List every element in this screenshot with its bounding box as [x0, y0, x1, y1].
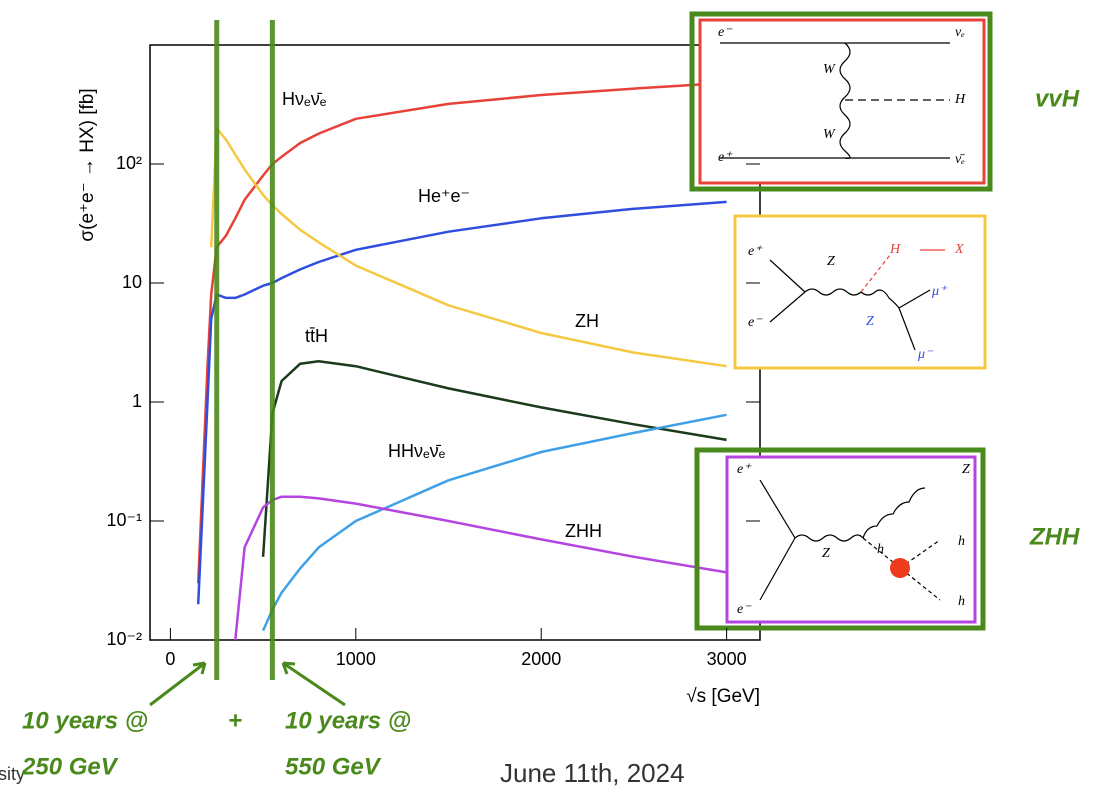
curve [198, 202, 726, 604]
diagram-label: Z [866, 314, 874, 329]
vertex [890, 558, 910, 578]
diagram-label: e⁺ [718, 150, 733, 165]
curve-label: HHνₑν̄ₑ [388, 441, 446, 461]
energy-marker [214, 20, 219, 680]
annotation: 10 years @ [22, 707, 148, 734]
curves [198, 83, 726, 640]
x-tick-label: 1000 [336, 649, 376, 669]
diagram-label: Z [827, 254, 835, 269]
y-tick-label: 10⁻¹ [106, 510, 142, 530]
annotation: 250 GeV [21, 753, 119, 780]
energy-marker [270, 20, 275, 680]
annotation: + [228, 707, 242, 734]
diagram-label: h [958, 534, 965, 549]
diagram-label: νₑ [955, 25, 965, 40]
curve [211, 128, 726, 366]
diagram-label: H [889, 242, 901, 257]
diagram-label: h [958, 594, 965, 609]
annotation: 550 GeV [285, 753, 382, 780]
arrow [283, 663, 345, 705]
annotation: 10 years @ [285, 707, 411, 734]
diagram-label: h [877, 542, 884, 557]
diagram-label: e⁺ [737, 462, 752, 477]
x-axis-label: √s [GeV] [686, 686, 760, 707]
diagram-label: e⁻ [737, 602, 752, 617]
x-tick-label: 0 [165, 649, 175, 669]
annotation: ZHH [1029, 523, 1080, 550]
curve-label: Hνₑν̄ₑ [282, 89, 327, 109]
y-axis-label: σ(e⁺e⁻ → HX) [fb] [77, 88, 98, 241]
diagram-box [727, 457, 975, 622]
diagram-label: Z [822, 546, 830, 561]
diagram-label: W [823, 127, 836, 142]
diagram-label: μ⁺ [931, 284, 948, 299]
curve-label: ZH [575, 311, 599, 331]
x-tick-label: 2000 [521, 649, 561, 669]
diagram-label: W [823, 62, 836, 77]
footer-date: June 11th, 2024 [500, 758, 685, 786]
curve-label: He⁺e⁻ [418, 186, 470, 206]
x-tick-label: 3000 [707, 649, 747, 669]
diagram-label: μ⁻ [917, 347, 934, 362]
arrow [150, 663, 205, 705]
diagram-label: e⁻ [718, 25, 733, 40]
y-tick-label: 1 [132, 391, 142, 411]
diagram-label: H [954, 92, 966, 107]
diagram-label: ν̄ₑ [955, 152, 965, 167]
diagram-label: e⁻ [748, 315, 763, 330]
curve [198, 83, 726, 583]
curve-label: tt̄H [305, 326, 328, 346]
curve [263, 361, 726, 557]
y-tick-label: 10² [116, 153, 142, 173]
curve-label: ZHH [565, 521, 602, 541]
annotation: vvH [1035, 85, 1080, 112]
y-tick-label: 10 [122, 272, 142, 292]
diagram-label: X [954, 242, 964, 257]
chart: σ(e⁺e⁻ → HX) [fb] √s [GeV] June 11th, 20… [0, 0, 1115, 786]
diagram-label: e⁺ [748, 244, 763, 259]
diagram-label: Z [962, 462, 970, 477]
curve [235, 497, 726, 640]
diagram-box [735, 216, 985, 368]
curve [263, 415, 726, 631]
plot-frame [150, 45, 760, 640]
y-tick-label: 10⁻² [106, 629, 142, 649]
